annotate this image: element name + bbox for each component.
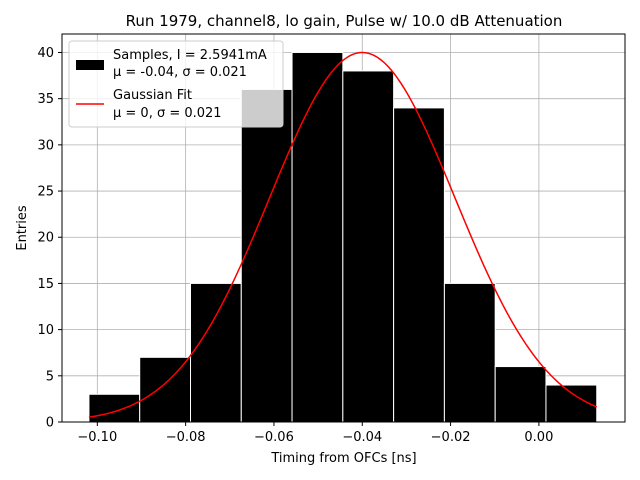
legend: Samples, I = 2.5941mA μ = -0.04, σ = 0.0… — [68, 40, 284, 128]
x-tick-label: −0.02 — [431, 430, 471, 445]
legend-box — [68, 40, 284, 128]
y-tick-label: 15 — [37, 277, 54, 292]
histogram-bar — [342, 70, 395, 423]
legend-stats-fit: μ = 0, σ = 0.021 — [113, 106, 222, 121]
y-tick-label: 5 — [46, 369, 54, 384]
y-axis-label: Entries — [15, 205, 30, 251]
y-tick-label: 10 — [37, 323, 54, 338]
histogram-bar — [291, 51, 344, 423]
legend-swatch-samples — [76, 60, 104, 70]
legend-stats-samples: μ = -0.04, σ = 0.021 — [113, 65, 247, 80]
y-tick-label: 30 — [37, 138, 54, 153]
y-tick-label: 0 — [46, 416, 54, 431]
histogram-bar — [88, 393, 141, 423]
legend-label-samples: Samples, I = 2.5941mA — [113, 48, 267, 63]
gaussian-fit — [88, 51, 598, 418]
y-axis-ticks: 0 5 10 15 20 25 30 35 40 — [37, 46, 62, 431]
chart-title: Run 1979, channel8, lo gain, Pulse w/ 10… — [126, 12, 563, 30]
y-tick-label: 20 — [37, 231, 54, 246]
x-tick-label: −0.06 — [254, 430, 294, 445]
x-tick-label: −0.04 — [342, 430, 382, 445]
histogram-bar — [240, 88, 293, 423]
legend-label-fit: Gaussian Fit — [113, 88, 192, 103]
histogram-bars — [88, 51, 598, 423]
x-tick-label: −0.08 — [166, 430, 206, 445]
histogram-bar — [393, 107, 445, 423]
histogram-bar — [443, 282, 496, 423]
histogram-bar — [494, 366, 547, 423]
y-tick-label: 25 — [37, 185, 54, 200]
y-tick-label: 40 — [37, 46, 54, 61]
histogram-bar — [139, 356, 191, 423]
y-tick-label: 35 — [37, 92, 54, 107]
x-axis-label: Timing from OFCs [ns] — [270, 451, 416, 466]
x-tick-label: −0.10 — [77, 430, 117, 445]
histogram-bar — [189, 282, 242, 423]
plot-area-frame — [61, 33, 626, 423]
x-axis-ticks: −0.10 −0.08 −0.06 −0.04 −0.02 0.00 — [77, 422, 553, 445]
x-tick-label: 0.00 — [524, 430, 553, 445]
gaussian-fit-curve — [88, 51, 598, 418]
